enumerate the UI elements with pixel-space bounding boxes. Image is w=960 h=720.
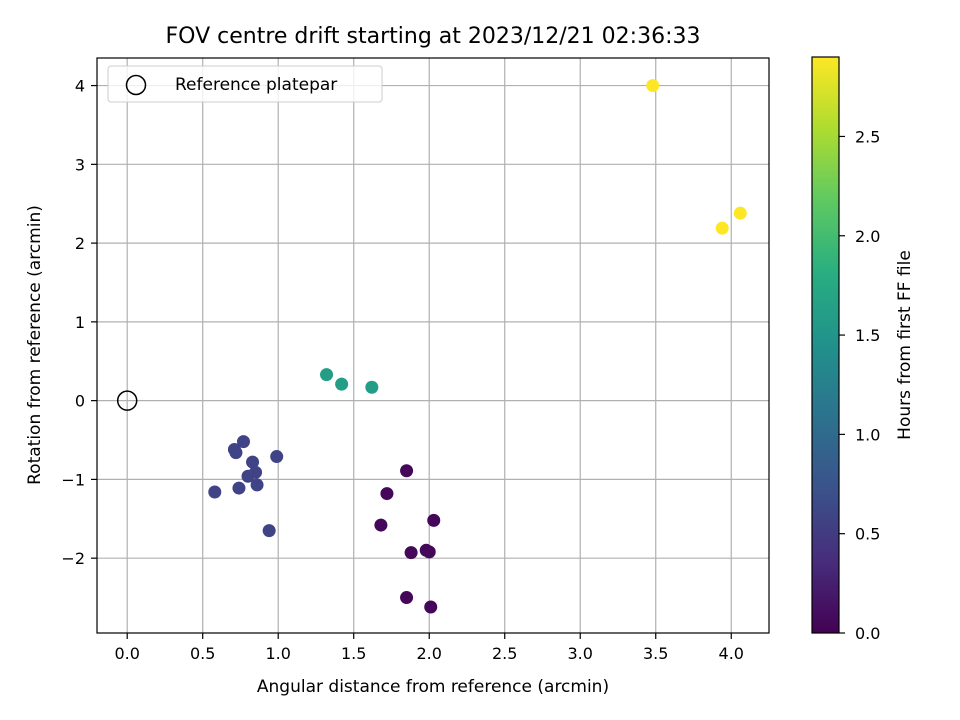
colorbar-gradient [812, 57, 839, 633]
data-point [250, 478, 264, 492]
y-tick-label: −1 [61, 470, 85, 489]
reference-platepar-marker [116, 390, 138, 411]
colorbar-label: Hours from first FF file [895, 250, 915, 440]
data-point [374, 518, 388, 532]
grid-lines [97, 58, 769, 633]
data-point [400, 591, 414, 605]
legend-reference-marker [125, 74, 147, 96]
data-point [424, 600, 438, 614]
y-tick-label: −2 [61, 549, 85, 568]
x-tick-label: 1.5 [341, 644, 366, 663]
y-tick-label: 1 [75, 313, 85, 332]
x-tick-label: 2.0 [416, 644, 441, 663]
colorbar: 0.0 0.5 1.0 1.5 2.0 2.5 Hours from first FF f… [811, 56, 915, 643]
data-point [380, 487, 394, 501]
legend-entry-label: Reference platepar [175, 75, 337, 95]
y-tick-label: 2 [75, 234, 85, 253]
data-point [422, 545, 436, 559]
colorbar-tick-label: 2.0 [855, 227, 880, 246]
x-tick-label: 4.0 [719, 644, 744, 663]
y-tick-label: 0 [75, 392, 85, 411]
colorbar-tick-label: 2.5 [855, 127, 880, 146]
x-tick-label: 0.0 [114, 644, 139, 663]
colorbar-tick-label: 1.5 [855, 326, 880, 345]
y-tick-label: 3 [75, 155, 85, 174]
x-tick-label: 1.0 [265, 644, 290, 663]
data-point [236, 435, 250, 449]
reference-layer [116, 390, 138, 411]
plot-frame [96, 57, 770, 634]
data-point [208, 485, 222, 499]
colorbar-tick-label: 0.0 [855, 624, 880, 643]
data-point [246, 455, 260, 469]
data-point [646, 79, 660, 93]
data-point [320, 368, 334, 382]
data-point [270, 450, 284, 464]
y-axis-ticks: −2 −1 0 1 2 3 4 [61, 77, 97, 568]
x-tick-label: 3.0 [568, 644, 593, 663]
x-tick-label: 0.5 [190, 644, 215, 663]
data-point [335, 377, 349, 391]
y-tick-label: 4 [75, 77, 85, 96]
data-points [208, 79, 747, 614]
data-point [232, 481, 246, 495]
legend-box [107, 65, 383, 103]
colorbar-ticks: 0.0 0.5 1.0 1.5 2.0 2.5 [839, 127, 880, 643]
colorbar-frame [811, 56, 840, 634]
legend: Reference platepar [107, 65, 383, 103]
colorbar-tick-label: 1.0 [855, 425, 880, 444]
data-point [400, 464, 414, 478]
x-tick-label: 2.5 [492, 644, 517, 663]
data-point [427, 513, 441, 527]
colorbar-tick-label: 0.5 [855, 525, 880, 544]
data-point [241, 469, 255, 483]
chart-title: FOV centre drift starting at 2023/12/21 … [166, 24, 701, 49]
x-tick-label: 3.5 [643, 644, 668, 663]
data-point [229, 446, 243, 460]
data-point [262, 524, 276, 538]
data-point [365, 380, 379, 394]
x-axis-label: Angular distance from reference (arcmin) [257, 677, 609, 697]
data-point [715, 221, 729, 235]
data-point [404, 546, 418, 560]
x-axis-ticks: 0.0 0.5 1.0 1.5 2.0 2.5 3.0 3.5 4.0 [114, 633, 744, 663]
y-axis-label: Rotation from reference (arcmin) [25, 205, 45, 485]
data-point [733, 206, 747, 220]
